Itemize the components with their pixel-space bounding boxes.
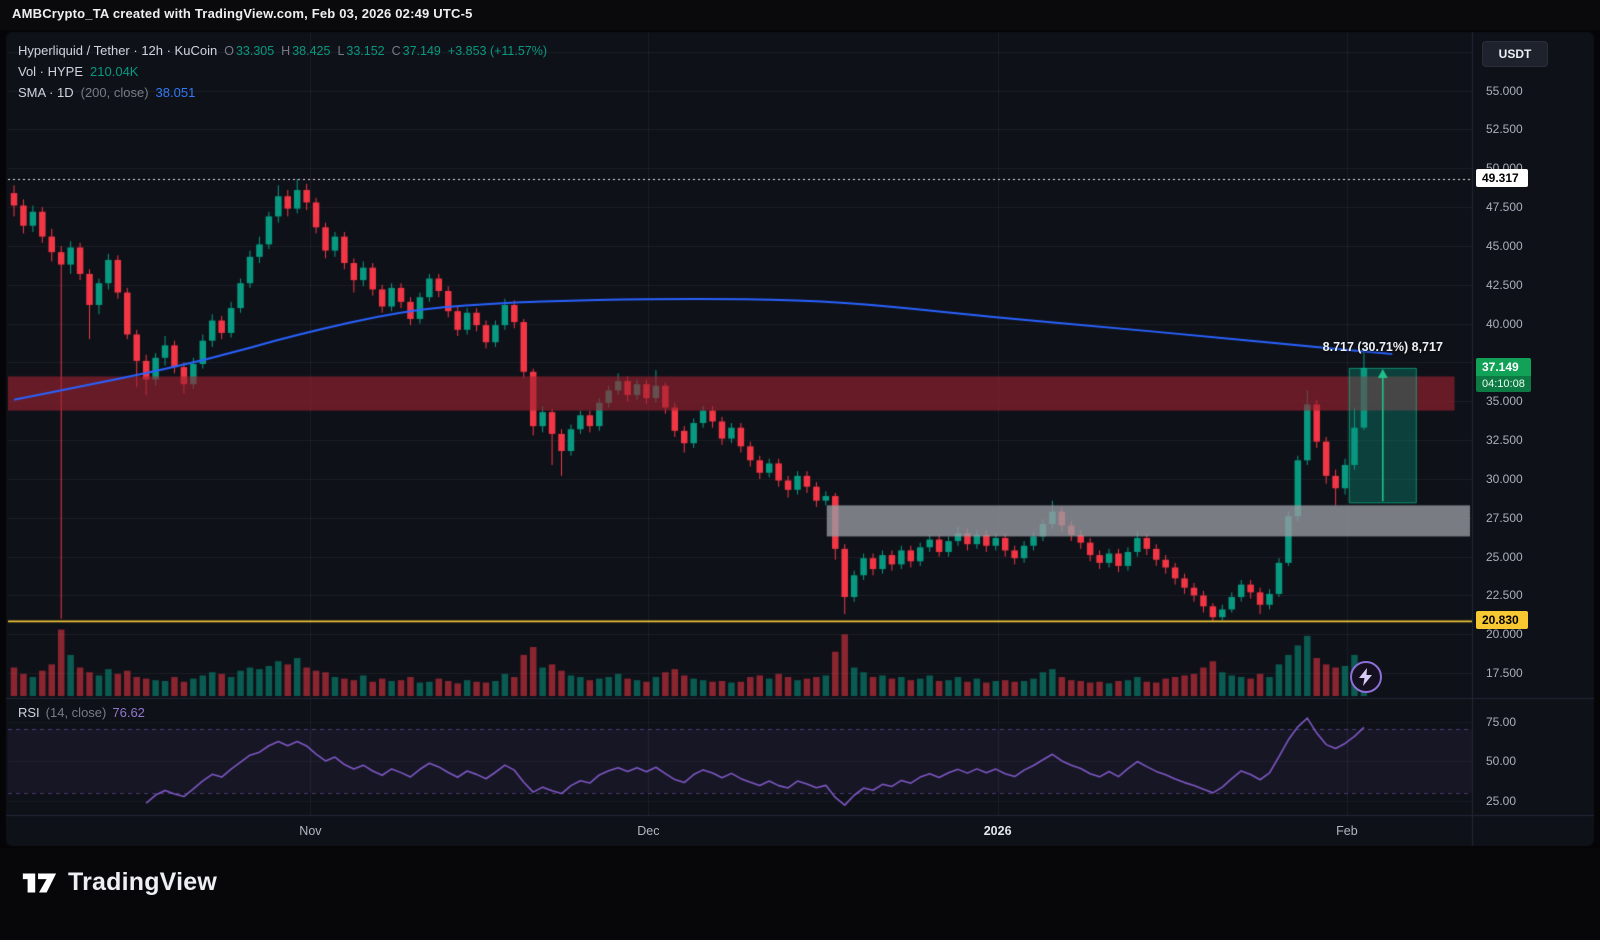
- rsi-value: 76.62: [112, 705, 145, 720]
- symbol-title[interactable]: Hyperliquid / Tether · 12h · KuCoin: [18, 43, 218, 58]
- high-value: 38.425: [292, 43, 331, 58]
- footer-bar: TradingView: [0, 848, 1600, 940]
- price-tick: 32.500: [1486, 433, 1523, 448]
- time-tick: Feb: [1336, 824, 1358, 838]
- measure-tool-label: 8.717 (30.71%) 8,717: [1322, 339, 1443, 354]
- instant-trading-button[interactable]: [1350, 661, 1382, 693]
- last-price-axis-label: 37.149 04:10:08: [1476, 357, 1531, 392]
- currency-toggle-button[interactable]: USDT: [1482, 41, 1548, 67]
- price-tick: 55.000: [1486, 83, 1523, 98]
- price-tick: 22.500: [1486, 588, 1523, 603]
- attribution-text: AMBCrypto_TA created with TradingView.co…: [12, 6, 473, 21]
- low-label: L: [337, 43, 345, 58]
- high-label: H: [281, 43, 291, 58]
- sma-indicator-label[interactable]: SMA · 1D: [18, 85, 74, 100]
- bar-countdown: 04:10:08: [1476, 375, 1531, 392]
- rsi-name[interactable]: RSI: [18, 705, 40, 720]
- tradingview-brand-link[interactable]: TradingView: [20, 866, 217, 898]
- price-tick: 17.500: [1486, 666, 1523, 681]
- time-tick: Nov: [299, 824, 322, 838]
- close-label: C: [391, 43, 401, 58]
- price-tick: 42.500: [1486, 277, 1523, 292]
- chart-legend: Hyperliquid / Tether · 12h · KuCoin O 33.…: [18, 40, 547, 103]
- rsi-params: (14, close): [45, 705, 107, 720]
- sma-value: 38.051: [155, 85, 196, 100]
- price-tick: 25.000: [1486, 549, 1523, 564]
- volume-indicator-label[interactable]: Vol · HYPE: [18, 64, 84, 79]
- open-label: O: [224, 43, 234, 58]
- volume-value: 210.04K: [90, 64, 139, 79]
- rsi-legend: RSI (14, close) 76.62: [18, 705, 145, 720]
- last-price-value: 37.149: [1476, 357, 1531, 376]
- low-value: 33.152: [346, 43, 385, 58]
- rsi-tick: 25.00: [1486, 793, 1517, 808]
- lightning-bolt-icon: [1359, 668, 1372, 686]
- price-tick: 30.000: [1486, 471, 1523, 486]
- close-value: 37.149: [402, 43, 441, 58]
- sma-indicator-params: (200, close): [80, 85, 149, 100]
- high-price-axis-label: 49.317: [1476, 168, 1528, 187]
- price-tick: 45.000: [1486, 238, 1523, 253]
- price-tick: 40.000: [1486, 316, 1523, 331]
- change-value: +3.853 (+11.57%): [447, 43, 548, 58]
- rsi-tick: 75.00: [1486, 714, 1517, 729]
- price-tick: 20.000: [1486, 627, 1523, 642]
- tradingview-logo-icon: [22, 873, 57, 893]
- yellow-line-axis-label: 20.830: [1476, 611, 1528, 630]
- open-value: 33.305: [235, 43, 275, 58]
- price-tick: 27.500: [1486, 510, 1523, 525]
- time-tick: 2026: [983, 824, 1012, 838]
- price-tick: 35.000: [1486, 394, 1523, 409]
- price-tick: 52.500: [1486, 122, 1523, 137]
- price-tick: 47.500: [1486, 200, 1523, 215]
- top-attribution-bar: AMBCrypto_TA created with TradingView.co…: [0, 0, 1600, 30]
- tradingview-brand-text: TradingView: [68, 867, 218, 896]
- time-tick: Dec: [637, 824, 660, 838]
- rsi-tick: 50.00: [1486, 754, 1517, 768]
